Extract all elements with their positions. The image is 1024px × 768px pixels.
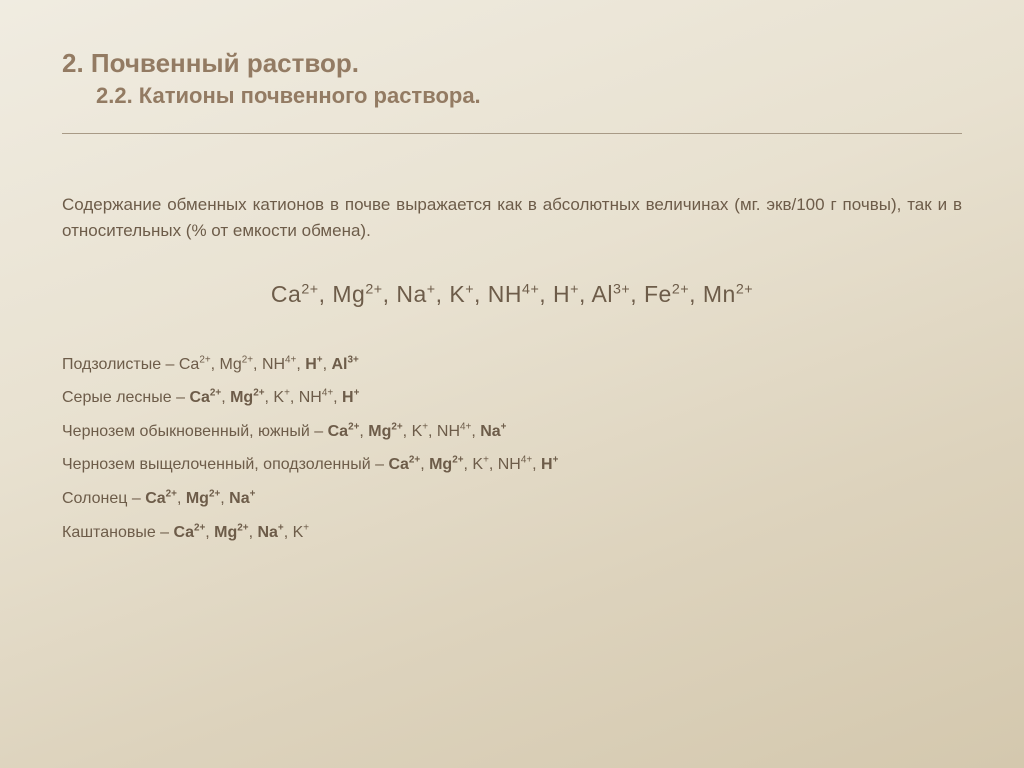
soil-row: Серые лесные – Ca2+, Mg2+, K+, NH4+, H+ [62, 381, 962, 415]
intro-paragraph: Содержание обменных катионов в почве выр… [62, 192, 962, 245]
divider [62, 133, 962, 134]
main-cation-list: Ca2+, Mg2+, Na+, K+, NH4+, H+, Al3+, Fe2… [62, 281, 962, 308]
soil-type-list: Подзолистые – Ca2+, Mg2+, NH4+, H+, Al3+… [62, 348, 962, 550]
section-title: 2. Почвенный раствор. [62, 48, 962, 79]
subsection-title: 2.2. Катионы почвенного раствора. [96, 83, 962, 109]
soil-row: Чернозем обыкновенный, южный – Ca2+, Mg2… [62, 415, 962, 449]
soil-row: Подзолистые – Ca2+, Mg2+, NH4+, H+, Al3+ [62, 348, 962, 382]
slide: 2. Почвенный раствор. 2.2. Катионы почве… [0, 0, 1024, 549]
soil-row: Солонец – Ca2+, Mg2+, Na+ [62, 482, 962, 516]
soil-row: Каштановые – Ca2+, Mg2+, Na+, K+ [62, 516, 962, 550]
soil-row: Чернозем выщелоченный, оподзоленный – Ca… [62, 448, 962, 482]
